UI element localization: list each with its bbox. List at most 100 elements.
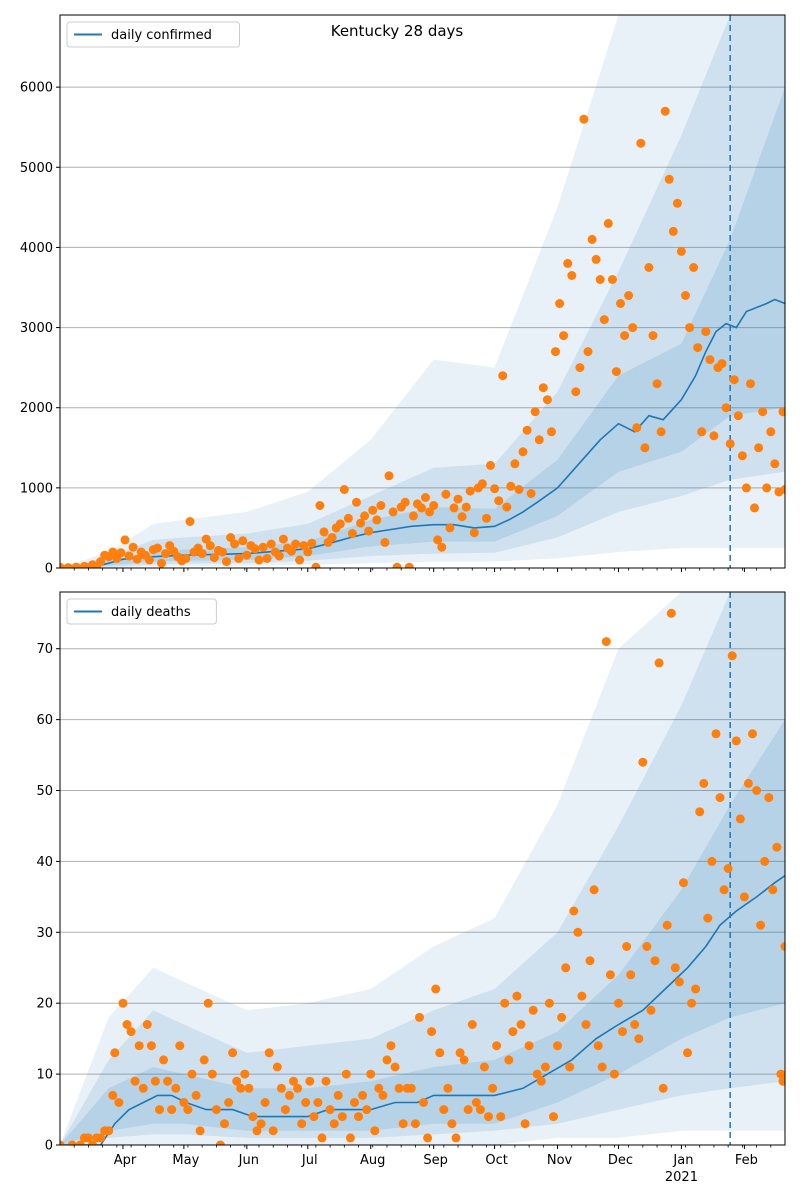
observed-point xyxy=(299,541,309,551)
observed-point xyxy=(114,1098,124,1107)
observed-point xyxy=(506,481,516,491)
chart-title: Kentucky 28 days xyxy=(331,22,464,40)
observed-point xyxy=(648,331,658,341)
observed-point xyxy=(618,1027,627,1037)
observed-point xyxy=(587,234,597,244)
observed-point xyxy=(427,1027,437,1037)
observed-point xyxy=(287,546,296,556)
chart-panel-1: 0 1000 2000 3000 4000 5000 6000 daily confirmed xyxy=(20,14,786,577)
observed-point xyxy=(256,1119,266,1129)
observed-point xyxy=(538,383,548,393)
observed-point xyxy=(447,1119,457,1129)
observed-point xyxy=(301,1098,311,1107)
observed-point xyxy=(522,425,532,435)
observed-point xyxy=(258,542,268,552)
observed-point xyxy=(71,562,81,568)
observed-point xyxy=(337,1112,347,1122)
observed-point xyxy=(285,1090,294,1100)
observed-point xyxy=(406,1083,416,1093)
observed-point xyxy=(126,1027,136,1037)
observed-point xyxy=(335,519,345,529)
observed-point xyxy=(609,1069,619,1079)
observed-point xyxy=(329,1119,339,1129)
observed-point xyxy=(199,1055,209,1065)
observed-point xyxy=(508,1027,518,1037)
observed-point xyxy=(209,553,219,563)
x-tick-label: Oct xyxy=(485,1153,507,1168)
observed-point xyxy=(611,367,621,377)
observed-point xyxy=(343,513,353,523)
observed-point xyxy=(295,555,305,565)
observed-point xyxy=(400,497,410,507)
y-tick-label: 4000 xyxy=(20,241,53,256)
observed-point xyxy=(551,347,560,357)
observed-point xyxy=(309,1112,319,1122)
observed-point xyxy=(171,1083,181,1093)
observed-point xyxy=(388,507,398,517)
observed-point xyxy=(262,553,272,563)
observed-point xyxy=(175,1041,185,1051)
observed-point xyxy=(307,538,317,548)
x-tick-label: Apr xyxy=(114,1153,137,1168)
observed-point xyxy=(325,1105,335,1115)
observed-point xyxy=(150,1076,160,1086)
observed-point xyxy=(723,864,733,873)
observed-point xyxy=(770,459,780,469)
observed-point xyxy=(512,991,522,1001)
observed-point xyxy=(374,1083,384,1093)
observed-point xyxy=(555,299,565,308)
observed-point xyxy=(654,658,664,668)
observed-point xyxy=(475,1105,485,1115)
observed-point xyxy=(768,885,778,895)
observed-point xyxy=(108,1090,118,1100)
observed-point xyxy=(752,786,762,795)
observed-point xyxy=(565,1062,575,1072)
observed-point xyxy=(573,927,583,937)
observed-point xyxy=(203,998,213,1008)
observed-point xyxy=(577,991,587,1001)
observed-point xyxy=(536,1076,546,1086)
observed-point xyxy=(457,512,467,522)
observed-point xyxy=(510,459,520,469)
observed-point xyxy=(232,1076,242,1086)
observed-point xyxy=(341,1069,351,1079)
observed-point xyxy=(630,1020,640,1029)
observed-point xyxy=(640,443,650,453)
observed-point xyxy=(419,1098,428,1107)
observed-point xyxy=(67,1140,77,1145)
observed-point xyxy=(431,984,441,994)
observed-point xyxy=(748,729,757,739)
observed-point xyxy=(130,1076,140,1086)
observed-point xyxy=(498,371,508,381)
observed-point xyxy=(362,1105,372,1115)
observed-point xyxy=(642,942,652,951)
observed-point xyxy=(636,138,646,148)
observed-point xyxy=(780,485,785,494)
observed-point xyxy=(544,998,554,1008)
uncertainty-band-inner xyxy=(60,87,785,568)
observed-point xyxy=(96,557,106,567)
uncertainty-band-middle xyxy=(60,15,785,568)
observed-point xyxy=(185,517,195,526)
observed-point xyxy=(215,1140,225,1145)
observed-point xyxy=(274,551,284,561)
observed-point xyxy=(220,1119,229,1129)
observed-point xyxy=(240,1069,250,1079)
observed-point xyxy=(534,435,544,445)
observed-point xyxy=(116,548,126,558)
observed-point xyxy=(252,1126,262,1136)
observed-point xyxy=(486,460,495,470)
observed-point xyxy=(634,1034,644,1044)
legend-box xyxy=(66,598,217,625)
observed-point xyxy=(553,1041,562,1051)
observed-point xyxy=(532,1069,542,1079)
observed-point xyxy=(699,778,709,788)
observed-point xyxy=(224,1098,234,1107)
observed-point xyxy=(250,544,260,554)
observed-point xyxy=(167,1105,177,1115)
observed-point xyxy=(96,1133,106,1143)
observed-point xyxy=(441,489,451,499)
observed-point xyxy=(662,920,672,930)
observed-point xyxy=(601,637,611,647)
observed-point xyxy=(157,558,166,568)
